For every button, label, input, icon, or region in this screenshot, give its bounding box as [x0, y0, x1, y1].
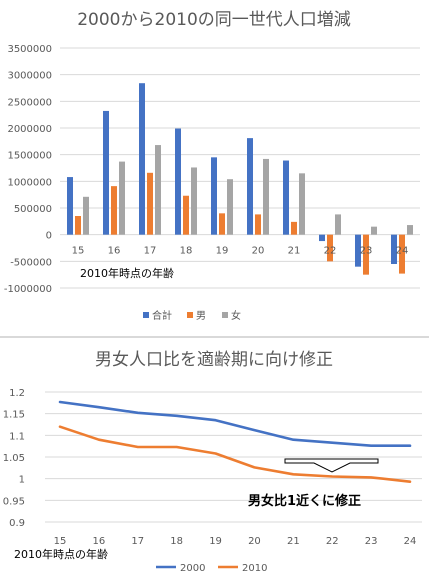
total-bar [211, 157, 217, 235]
bar-chart-y-tick-label: -1000000 [4, 284, 52, 295]
male-bar [183, 195, 189, 235]
line-chart-y-tick-label: 1 [19, 475, 25, 486]
female-bar [299, 173, 305, 235]
line-chart-y-tick-label: 1.15 [3, 410, 25, 421]
bar-chart-x-tick-label: 22 [324, 246, 337, 257]
female-bar [227, 179, 233, 235]
line-chart-gridlines [45, 391, 422, 523]
bar-chart-panel: 2000から2010の同一世代人口増減 -1000000 -500000 0 5000… [3, 10, 420, 322]
line-chart-x-tick-label: 21 [287, 536, 300, 547]
line-chart-x-axis-title: 2010年時点の年齢 [14, 547, 108, 561]
line-chart-x-tick-label: 15 [54, 536, 67, 547]
bar-chart-x-tick-label: 20 [252, 246, 265, 257]
bar-chart-y-tick-label: 3500000 [7, 44, 52, 55]
bar-chart-y-tick-label: 2000000 [7, 124, 52, 135]
total-bar [355, 234, 361, 267]
legend-label: 合計 [152, 309, 172, 322]
legend-label: 女 [231, 309, 241, 322]
bar-chart-x-tick-label: 19 [216, 246, 229, 257]
bar-chart-y-tick-label: 3000000 [7, 71, 52, 82]
male-bar [255, 214, 261, 235]
female-bar [191, 167, 197, 235]
bar-chart-y-tick-label: 0 [46, 231, 52, 242]
male-bar [111, 186, 117, 235]
legend-swatch [143, 312, 149, 318]
legend-swatch [222, 312, 228, 318]
female-bar [371, 226, 377, 235]
bar-chart-x-tick-label: 21 [288, 246, 301, 257]
series-2000-line [58, 400, 412, 447]
line-chart-x-tick-label: 18 [170, 536, 183, 547]
bar-chart-x-tick-label: 18 [180, 246, 193, 257]
line-chart-panel: 男女人口比を適齢期に向け修正 0.9 0.95 1 1.05 1.1 1.15 1.2 15… [0, 338, 429, 579]
bar-chart-x-axis-title: 2010年時点の年齢 [80, 266, 174, 280]
down-arrow-icon [284, 458, 379, 473]
legend-swatch [187, 312, 193, 318]
line-chart-y-tick-label: 0.9 [9, 518, 25, 529]
total-bar [283, 160, 289, 235]
legend-label: 2000 [180, 563, 205, 574]
line-chart-x-tick-label: 16 [93, 536, 106, 547]
male-bar [75, 216, 81, 235]
total-bar [175, 128, 181, 235]
male-bar [363, 234, 369, 275]
bar-chart: 2000から2010の同一世代人口増減 -1000000 -500000 0 5000… [4, 10, 420, 322]
line-chart-y-tick-label: 0.95 [3, 496, 25, 507]
line-chart: 男女人口比を適齢期に向け修正 0.9 0.95 1 1.05 1.1 1.15 1.2 15… [3, 350, 422, 574]
bar-chart-x-axis: 15 16 17 18 19 20 21 22 23 24 [72, 246, 409, 257]
total-bar [139, 83, 145, 235]
total-bar [247, 138, 253, 235]
female-bar [263, 158, 269, 235]
female-bar [335, 214, 341, 235]
female-bar [155, 145, 161, 235]
female-bar [83, 196, 89, 235]
bar-chart-y-tick-label: 1500000 [7, 151, 52, 162]
bar-chart-x-tick-label: 23 [360, 246, 373, 257]
female-bar [119, 161, 125, 235]
line-chart-x-tick-label: 19 [209, 536, 222, 547]
line-chart-y-axis: 0.9 0.95 1 1.05 1.1 1.15 1.2 [3, 388, 25, 529]
line-chart-x-tick-label: 23 [365, 536, 378, 547]
line-chart-x-tick-label: 20 [248, 536, 261, 547]
total-bar [391, 234, 397, 264]
bar-chart-x-tick-label: 17 [144, 246, 157, 257]
panel-divider [0, 336, 429, 338]
male-bar [219, 213, 225, 235]
line-chart-legend: 2000 2010 [156, 563, 267, 574]
line-chart-x-tick-label: 17 [131, 536, 144, 547]
bar-chart-y-tick-label: 2500000 [7, 97, 52, 108]
bar-chart-x-tick-label: 16 [108, 246, 121, 257]
bar-chart-y-tick-label: 500000 [14, 204, 52, 215]
male-bar [291, 221, 297, 235]
male-bar [399, 234, 405, 274]
line-chart-annotation: 男女比1近くに修正 [248, 493, 361, 509]
line-chart-x-axis: 15 16 17 18 19 20 21 22 23 24 [54, 536, 417, 547]
line-chart-x-tick-label: 24 [404, 536, 417, 547]
female-bar [407, 225, 413, 235]
total-bar [67, 177, 73, 235]
bar-chart-title: 2000から2010の同一世代人口増減 [77, 10, 351, 30]
bar-chart-x-tick-label: 24 [396, 246, 409, 257]
line-chart-title: 男女人口比を適齢期に向け修正 [95, 350, 333, 370]
bar-chart-y-tick-label: -500000 [10, 257, 52, 268]
total-bar [319, 234, 325, 242]
line-chart-y-tick-label: 1.1 [9, 431, 25, 442]
legend-label: 2010 [242, 563, 267, 574]
bar-chart-y-tick-label: 1000000 [7, 177, 52, 188]
male-bar [327, 234, 333, 262]
line-chart-y-tick-label: 1.2 [9, 388, 25, 399]
total-bar [103, 110, 109, 235]
line-chart-x-tick-label: 22 [326, 536, 339, 547]
legend-label: 男 [196, 310, 206, 322]
series-2010-line [58, 425, 412, 483]
male-bar [147, 172, 153, 235]
bar-chart-bars [67, 83, 413, 275]
bar-chart-x-tick-label: 15 [72, 246, 85, 257]
line-chart-series [58, 400, 412, 483]
bar-chart-legend: 合計 男 女 [143, 309, 241, 322]
bar-chart-y-axis: -1000000 -500000 0 500000 1000000 1500000 2000… [4, 44, 52, 295]
line-chart-y-tick-label: 1.05 [3, 453, 25, 464]
